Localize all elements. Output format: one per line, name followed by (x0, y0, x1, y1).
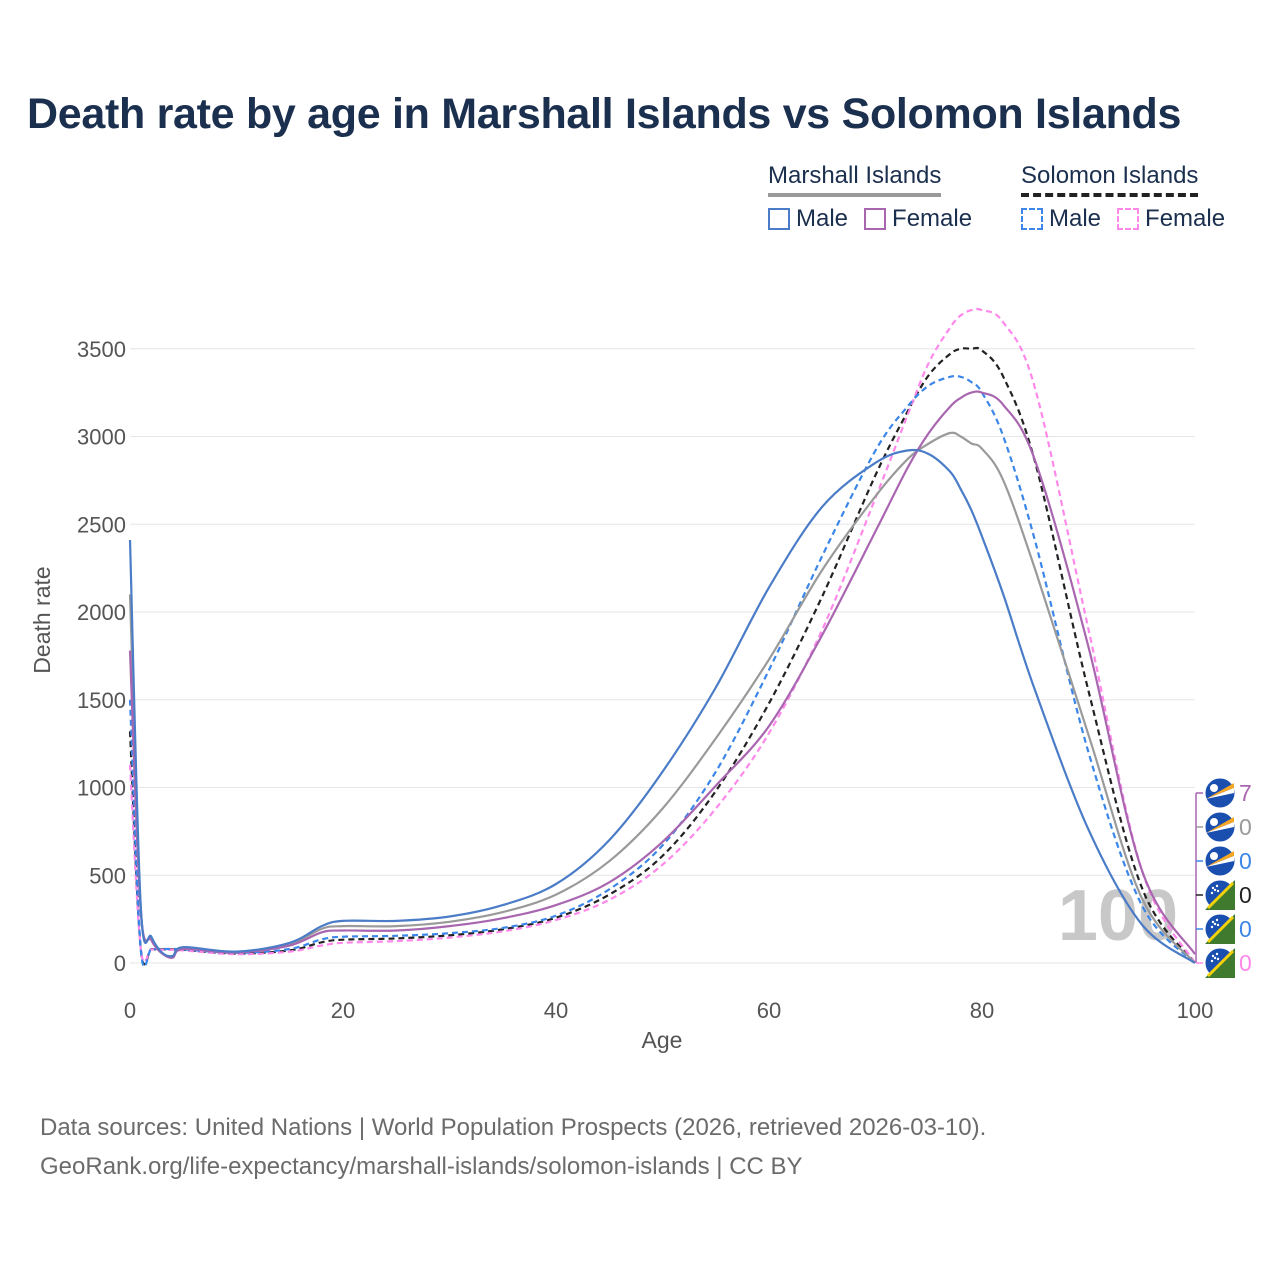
legend-swatch (1117, 208, 1140, 230)
end-label: 0 (1196, 845, 1252, 877)
flag-yellow-stripe (1206, 949, 1235, 978)
flag-star (1210, 891, 1214, 895)
legend-swatch (768, 208, 790, 230)
flag-stripe-orange (1206, 851, 1234, 867)
flag-star (1216, 957, 1220, 961)
flag-stripe-orange (1206, 817, 1234, 833)
flag-star (1213, 888, 1217, 892)
series-line-marshall-islands-both[interactable] (128, 431, 1196, 964)
y-tick-label: 0 (114, 951, 126, 976)
flag-stripe-white (1206, 856, 1234, 867)
flag-star (1213, 956, 1217, 960)
chart-plot: 100 0 500 1000 1500 2000 2500 3000 3500 0 20 40 60… (29, 307, 1252, 1053)
footer-sources: Data sources: United Nations | World Pop… (40, 1114, 987, 1141)
x-tick-label: 80 (970, 998, 994, 1023)
legend-item-solomon-male[interactable]: Male (1021, 205, 1101, 233)
legend-swatch (1021, 208, 1043, 230)
end-label: 7 (1196, 777, 1252, 809)
flag-stripe-white (1206, 788, 1234, 799)
flag-star (1211, 920, 1215, 924)
legend-group-solomon-islands: Solomon Islands Male Female (1021, 162, 1225, 233)
flag-star (1216, 923, 1220, 927)
x-tick-label: 20 (331, 998, 355, 1023)
legend-label: Female (892, 205, 973, 232)
flag-star (1211, 954, 1215, 958)
flag-star (1210, 852, 1218, 860)
flag-yellow-stripe (1206, 881, 1235, 910)
end-label-value: 0 (1239, 916, 1252, 942)
legend-label: Male (796, 205, 849, 232)
flag-star (1215, 952, 1219, 956)
flag-star (1210, 818, 1218, 826)
flag-star (1210, 784, 1218, 792)
x-tick-label: 100 (1177, 998, 1214, 1023)
end-label-value: 0 (1239, 848, 1252, 874)
y-axis-label: Death rate (29, 566, 55, 673)
chart-title: Death rate by age in Marshall Islands vs… (27, 90, 1182, 138)
series-line-marshall-islands-female[interactable] (128, 390, 1196, 959)
legend-item-solomon-female[interactable]: Female (1117, 205, 1225, 233)
legend-item-marshall-male[interactable]: Male (768, 205, 848, 233)
legend-swatch (864, 208, 887, 230)
flag-star (1211, 886, 1215, 890)
flag-star (1215, 918, 1219, 922)
series-line-solomon-islands-female[interactable] (128, 307, 1196, 964)
y-tick-label: 3500 (77, 337, 126, 362)
end-label: 0 (1196, 811, 1252, 843)
legend-label: Male (1049, 205, 1102, 232)
legend-group-title: Marshall Islands (768, 162, 942, 197)
x-tick-label: 60 (757, 998, 781, 1023)
end-label-value: 7 (1239, 780, 1252, 806)
series-line-solomon-islands-male[interactable] (128, 374, 1196, 968)
end-label-value: 0 (1239, 814, 1252, 840)
legend-group-title: Solomon Islands (1021, 162, 1199, 197)
flag-star (1216, 889, 1220, 893)
legend-label: Female (1145, 205, 1226, 232)
x-tick-label: 40 (544, 998, 568, 1023)
y-tick-label: 3000 (77, 425, 126, 450)
flag-star (1213, 922, 1217, 926)
end-label: 0 (1196, 879, 1252, 911)
footer-link[interactable]: GeoRank.org/life-expectancy/marshall-isl… (40, 1153, 803, 1180)
x-tick-label: 0 (124, 998, 136, 1023)
x-axis-label: Age (642, 1027, 683, 1053)
y-tick-label: 1000 (77, 776, 126, 801)
footer: Data sources: United Nations | World Pop… (40, 1108, 986, 1186)
series-line-solomon-islands-both[interactable] (128, 346, 1196, 966)
end-label: 0 (1196, 913, 1252, 945)
end-label: 0 (1196, 947, 1252, 979)
flag-yellow-stripe (1206, 915, 1235, 944)
flag-stripe-white (1206, 822, 1234, 833)
flag-star (1210, 925, 1214, 929)
y-tick-label: 2500 (77, 512, 126, 537)
end-label-value: 0 (1239, 950, 1252, 976)
flag-star (1210, 959, 1214, 963)
flag-stripe-orange (1206, 783, 1234, 799)
legend-group-marshall-islands: Marshall Islands Male Female (768, 162, 972, 233)
y-tick-label: 1500 (77, 688, 126, 713)
series-line-marshall-islands-male[interactable] (128, 448, 1196, 964)
y-tick-label: 500 (89, 863, 126, 888)
y-tick-label: 2000 (77, 600, 126, 625)
flag-star (1215, 884, 1219, 888)
end-label-value: 0 (1239, 882, 1252, 908)
legend-item-marshall-female[interactable]: Female (864, 205, 972, 233)
